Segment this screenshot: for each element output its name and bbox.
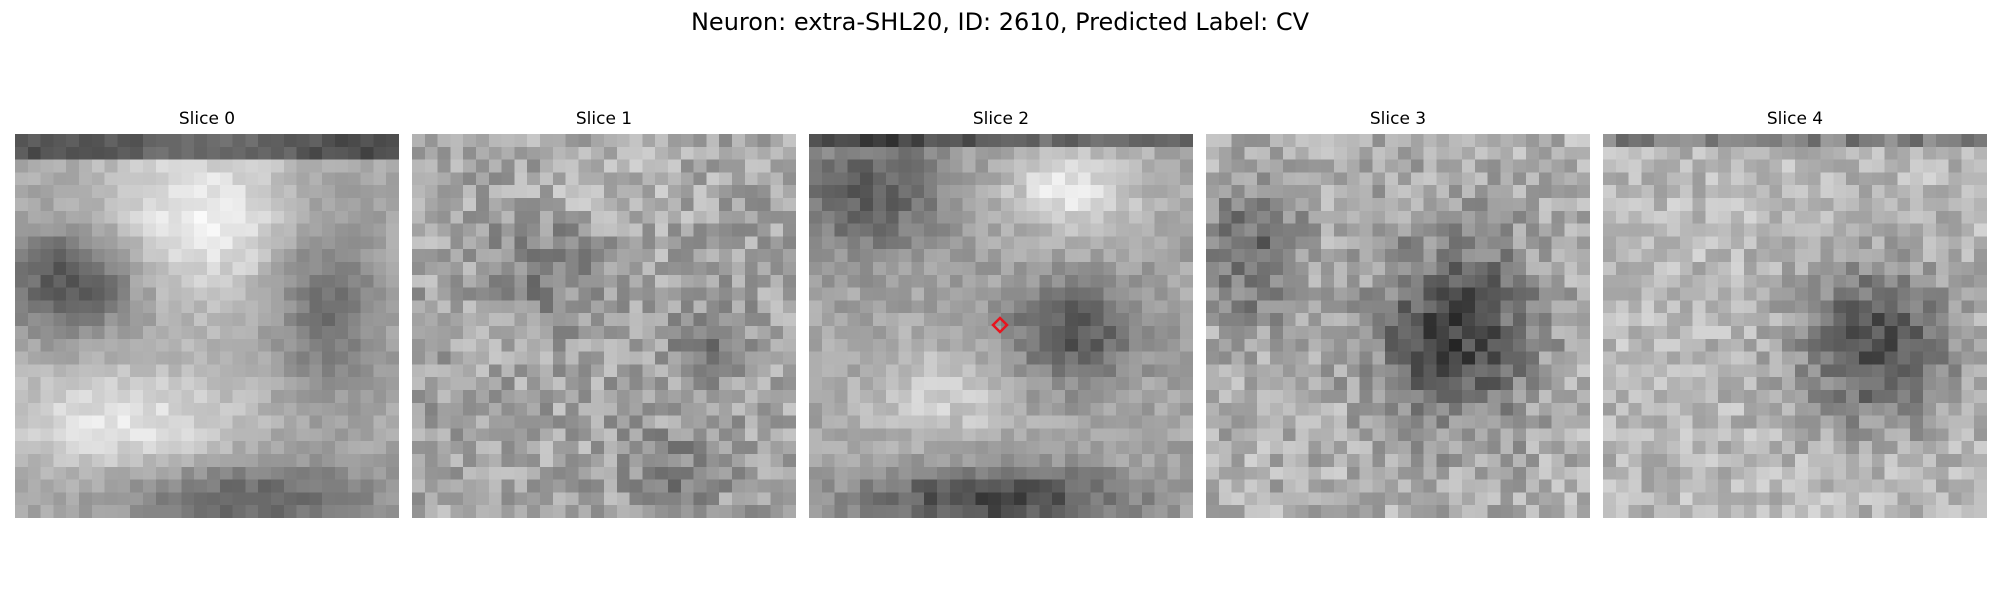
slice-title: Slice 0 <box>178 109 236 129</box>
slice-panel-0: Slice 0 <box>15 108 399 518</box>
slice-panel-1: Slice 1 <box>412 108 796 518</box>
slice-image <box>1206 134 1590 518</box>
slice-title: Slice 2 <box>972 109 1030 129</box>
slice-image <box>412 134 796 518</box>
slice-panel-2: Slice 2 <box>809 108 1193 518</box>
slice-panel-3: Slice 3 <box>1206 108 1590 518</box>
slice-title: Slice 1 <box>575 109 633 129</box>
slice-title: Slice 4 <box>1766 109 1824 129</box>
slice-image <box>809 134 1193 518</box>
slice-title: Slice 3 <box>1369 109 1427 129</box>
slice-image <box>15 134 399 518</box>
figure-title: Neuron: extra-SHL20, ID: 2610, Predicted… <box>690 8 1310 36</box>
slice-image <box>1603 134 1987 518</box>
slice-panel-4: Slice 4 <box>1603 108 1987 518</box>
